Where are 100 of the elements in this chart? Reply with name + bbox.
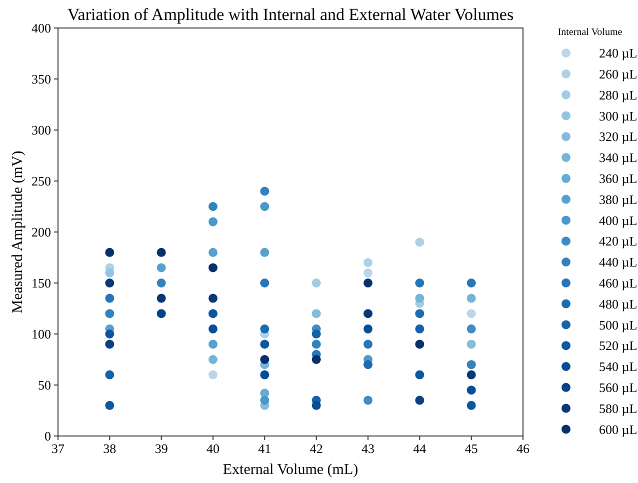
y-tick-label: 350: [32, 72, 51, 87]
legend-label: 260 µL: [599, 66, 638, 82]
point: [415, 238, 424, 247]
y-tick-label: 400: [32, 20, 51, 36]
point: [312, 400, 321, 410]
x-tick-label: 43: [362, 441, 374, 456]
legend-label: 480 µL: [599, 296, 638, 312]
point: [260, 186, 270, 196]
legend-label: 360 µL: [599, 170, 638, 186]
legend-label: 460 µL: [599, 275, 638, 290]
point: [260, 396, 270, 405]
point: [312, 355, 321, 364]
legend-label: 440 µL: [599, 254, 638, 270]
y-tick-label: 200: [32, 224, 51, 240]
x-tick-label: 46: [516, 441, 530, 456]
point: [208, 202, 218, 211]
point: [105, 330, 114, 338]
point: [105, 278, 114, 288]
x-axis-title: External Volume (mL): [222, 462, 358, 478]
point: [364, 396, 372, 405]
point: [208, 370, 218, 380]
point: [260, 370, 270, 380]
point: [415, 324, 424, 334]
legend-label: 320 µL: [599, 129, 638, 144]
point: [105, 248, 114, 257]
x-tick-label: 41: [258, 441, 272, 456]
point: [415, 309, 424, 318]
point: [208, 324, 218, 334]
point: [466, 386, 476, 395]
point: [364, 360, 372, 370]
point: [260, 340, 270, 349]
x-tick-label: 42: [310, 441, 323, 456]
point: [466, 340, 476, 349]
point: [156, 294, 166, 303]
point: [208, 294, 218, 303]
point: [105, 268, 114, 278]
y-tick-label: 50: [38, 378, 51, 393]
point: [466, 294, 476, 303]
point: [312, 278, 321, 288]
point: [156, 309, 166, 318]
x-tick-label: 37: [52, 441, 65, 456]
legend-label: 540 µL: [599, 359, 638, 374]
point: [105, 400, 114, 410]
point: [364, 309, 372, 318]
y-tick-label: 150: [32, 276, 51, 291]
point: [260, 248, 270, 257]
point: [260, 278, 270, 288]
legend-label: 240 µL: [599, 46, 638, 61]
y-tick-label: 0: [44, 428, 51, 444]
x-tick-label: 45: [464, 441, 478, 456]
legend-label: 560 µL: [599, 380, 638, 395]
point: [466, 370, 476, 380]
point: [105, 309, 114, 318]
point: [208, 263, 218, 272]
point: [364, 324, 372, 334]
point: [466, 360, 476, 370]
legend-label: 520 µL: [599, 338, 638, 354]
point: [415, 278, 424, 288]
point: [208, 248, 218, 257]
legend-label: 380 µL: [599, 192, 638, 207]
point: [415, 396, 424, 405]
legend-label: 600 µL: [599, 422, 638, 437]
point: [312, 330, 321, 338]
point: [415, 340, 424, 349]
legend-label: 300 µL: [599, 108, 638, 124]
point: [312, 340, 321, 349]
legend-label: 280 µL: [599, 87, 638, 102]
point: [105, 370, 114, 380]
y-tick-label: 100: [32, 326, 51, 342]
point: [466, 278, 476, 288]
point: [208, 340, 218, 349]
point: [208, 217, 218, 226]
point: [156, 263, 166, 272]
x-tick-label: 44: [413, 441, 427, 456]
point: [466, 309, 476, 318]
point: [466, 324, 476, 334]
point: [415, 294, 424, 303]
x-tick-label: 39: [154, 441, 168, 456]
legend-label: 580 µL: [599, 400, 638, 416]
x-tick-label: 38: [103, 441, 116, 456]
y-tick-label: 250: [32, 174, 51, 189]
point: [364, 340, 372, 349]
point: [312, 309, 321, 318]
point: [105, 294, 114, 303]
x-tick-label: 40: [206, 441, 220, 456]
chart-title: Variation of Amplitude with Internal and External Water Volumes: [67, 5, 514, 24]
y-tick-label: 300: [32, 122, 51, 138]
legend-label: 420 µL: [599, 234, 638, 249]
point: [208, 309, 218, 318]
point: [208, 355, 218, 364]
point: [364, 258, 372, 268]
point: [156, 278, 166, 288]
point: [260, 202, 270, 211]
point: [364, 278, 372, 288]
y-axis-title: Measured Amplitude (mV): [10, 150, 26, 314]
point: [105, 340, 114, 349]
legend-label: 500 µL: [599, 317, 638, 332]
point: [466, 400, 476, 410]
point: [260, 324, 270, 334]
point: [260, 355, 270, 364]
